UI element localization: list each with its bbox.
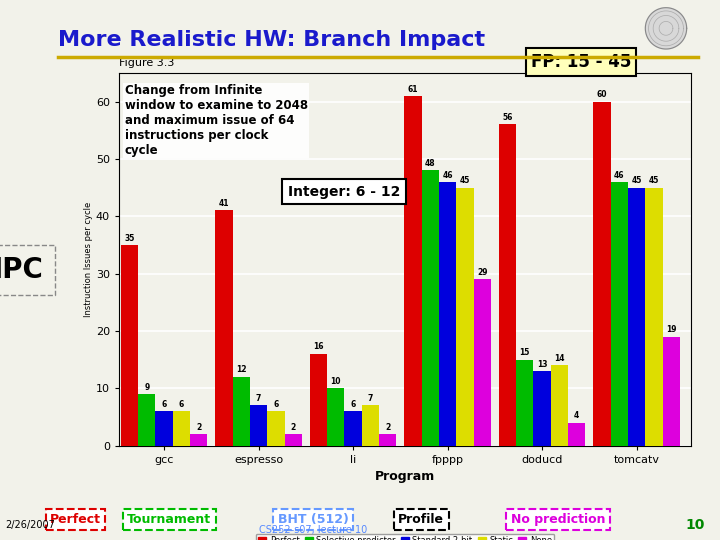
Bar xyxy=(645,187,662,446)
Text: Change from Infinite
window to examine to 2048
and maximum issue of 64
instructi: Change from Infinite window to examine t… xyxy=(125,84,307,157)
Text: 46: 46 xyxy=(442,171,453,179)
Bar xyxy=(474,279,491,446)
Text: 12: 12 xyxy=(236,366,246,374)
Text: IPC: IPC xyxy=(0,256,43,284)
Text: 2: 2 xyxy=(196,423,202,432)
Y-axis label: Instruction Issues per cycle: Instruction Issues per cycle xyxy=(84,201,93,317)
Bar xyxy=(611,182,628,446)
Text: 13: 13 xyxy=(537,360,547,369)
Text: FP: 15 - 45: FP: 15 - 45 xyxy=(531,53,631,71)
Bar xyxy=(156,411,173,446)
Text: 41: 41 xyxy=(219,199,229,208)
Bar xyxy=(516,360,534,446)
Bar xyxy=(499,125,516,446)
Bar xyxy=(568,423,585,445)
Bar xyxy=(190,434,207,446)
Text: Integer: 6 - 12: Integer: 6 - 12 xyxy=(288,185,400,199)
Text: 45: 45 xyxy=(649,176,659,185)
Text: 4: 4 xyxy=(574,411,580,420)
Text: 14: 14 xyxy=(554,354,564,363)
Bar xyxy=(233,377,250,445)
Bar xyxy=(551,365,568,446)
Text: 45: 45 xyxy=(459,176,470,185)
Bar xyxy=(628,187,645,446)
Text: 10: 10 xyxy=(685,518,704,532)
Bar xyxy=(267,411,284,446)
Text: 45: 45 xyxy=(631,176,642,185)
Bar xyxy=(173,411,190,446)
Text: Figure 3.3: Figure 3.3 xyxy=(119,57,174,68)
Bar xyxy=(439,182,456,446)
Text: 9: 9 xyxy=(144,383,149,391)
Bar xyxy=(327,388,344,446)
Text: 7: 7 xyxy=(256,394,261,403)
Bar xyxy=(405,96,422,445)
Bar xyxy=(344,411,361,446)
Text: Profile: Profile xyxy=(398,513,444,526)
Text: 2/26/2007: 2/26/2007 xyxy=(5,520,55,530)
Text: 35: 35 xyxy=(125,234,135,242)
Text: 6: 6 xyxy=(274,400,279,409)
Text: 7: 7 xyxy=(368,394,373,403)
Text: 56: 56 xyxy=(503,113,513,122)
Bar xyxy=(138,394,156,445)
Text: More Realistic HW: Branch Impact: More Realistic HW: Branch Impact xyxy=(58,30,485,50)
Text: 2: 2 xyxy=(291,423,296,432)
Bar xyxy=(662,336,680,446)
Bar xyxy=(310,354,327,445)
Text: 46: 46 xyxy=(614,171,624,179)
Bar xyxy=(361,406,379,446)
Bar xyxy=(456,187,474,446)
Bar xyxy=(379,434,396,446)
Text: 48: 48 xyxy=(425,159,436,168)
Text: 29: 29 xyxy=(477,268,487,277)
Text: 6: 6 xyxy=(179,400,184,409)
Bar xyxy=(534,371,551,446)
Legend: Perfect, Selective predictor, Standard 2-bit, Static, None: Perfect, Selective predictor, Standard 2… xyxy=(256,534,554,540)
Text: 10: 10 xyxy=(330,377,341,386)
Text: 15: 15 xyxy=(520,348,530,357)
Bar xyxy=(593,102,611,446)
Bar xyxy=(215,211,233,446)
Text: 2: 2 xyxy=(385,423,390,432)
Polygon shape xyxy=(645,8,687,49)
X-axis label: Program: Program xyxy=(375,470,435,483)
Bar xyxy=(250,406,267,446)
Text: 6: 6 xyxy=(161,400,167,409)
Bar xyxy=(284,434,302,446)
Bar xyxy=(121,245,138,446)
Text: 6: 6 xyxy=(351,400,356,409)
Text: 60: 60 xyxy=(597,90,607,99)
Bar xyxy=(422,170,439,446)
Text: 16: 16 xyxy=(313,342,324,352)
Text: CS252-s07, lecture 10: CS252-s07, lecture 10 xyxy=(259,525,367,535)
Text: BHT (512): BHT (512) xyxy=(278,513,348,526)
Text: 61: 61 xyxy=(408,85,418,93)
Text: Perfect: Perfect xyxy=(50,513,101,526)
Text: No prediction: No prediction xyxy=(510,513,606,526)
Text: Tournament: Tournament xyxy=(127,513,211,526)
Text: 19: 19 xyxy=(666,325,677,334)
